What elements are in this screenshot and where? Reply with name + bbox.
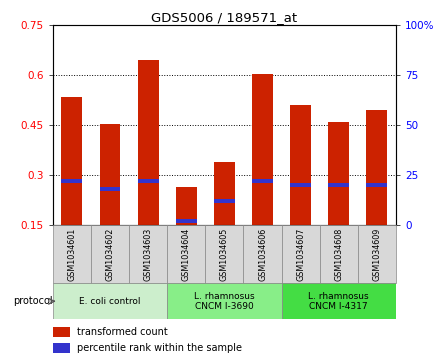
Text: protocol: protocol xyxy=(13,296,53,306)
Text: GSM1034608: GSM1034608 xyxy=(334,228,343,281)
Bar xyxy=(99,187,121,191)
Bar xyxy=(252,74,273,225)
Text: GSM1034609: GSM1034609 xyxy=(372,227,381,281)
Bar xyxy=(328,183,349,187)
Text: GSM1034605: GSM1034605 xyxy=(220,227,229,281)
Text: E. coli control: E. coli control xyxy=(79,297,141,306)
Text: L. rhamnosus
CNCM I-3690: L. rhamnosus CNCM I-3690 xyxy=(194,291,255,311)
FancyBboxPatch shape xyxy=(167,225,205,283)
FancyBboxPatch shape xyxy=(53,225,91,283)
Bar xyxy=(138,179,158,183)
FancyBboxPatch shape xyxy=(282,283,396,319)
Bar xyxy=(62,97,82,225)
Bar xyxy=(176,219,197,223)
Bar xyxy=(328,122,349,225)
FancyBboxPatch shape xyxy=(167,283,282,319)
Bar xyxy=(214,162,235,225)
Bar xyxy=(138,60,158,225)
Bar xyxy=(62,179,82,183)
FancyBboxPatch shape xyxy=(129,225,167,283)
Bar xyxy=(367,183,387,187)
Text: GSM1034602: GSM1034602 xyxy=(106,227,114,281)
FancyBboxPatch shape xyxy=(243,225,282,283)
Bar xyxy=(176,187,197,225)
FancyBboxPatch shape xyxy=(282,225,320,283)
Text: GSM1034607: GSM1034607 xyxy=(296,227,305,281)
Text: GSM1034603: GSM1034603 xyxy=(143,228,153,281)
FancyBboxPatch shape xyxy=(320,225,358,283)
Bar xyxy=(53,343,70,354)
Text: L. rhamnosus
CNCM I-4317: L. rhamnosus CNCM I-4317 xyxy=(308,291,369,311)
Text: percentile rank within the sample: percentile rank within the sample xyxy=(77,343,242,354)
FancyBboxPatch shape xyxy=(91,225,129,283)
Text: GSM1034606: GSM1034606 xyxy=(258,228,267,281)
Title: GDS5006 / 189571_at: GDS5006 / 189571_at xyxy=(151,11,297,24)
Bar xyxy=(290,183,311,187)
Text: GSM1034601: GSM1034601 xyxy=(67,228,77,281)
Bar xyxy=(367,110,387,225)
FancyBboxPatch shape xyxy=(205,225,243,283)
Text: transformed count: transformed count xyxy=(77,327,168,338)
Text: GSM1034604: GSM1034604 xyxy=(182,228,191,281)
Bar xyxy=(252,179,273,183)
Bar xyxy=(53,327,70,338)
Bar xyxy=(99,123,121,225)
FancyBboxPatch shape xyxy=(358,225,396,283)
FancyBboxPatch shape xyxy=(53,283,167,319)
Bar xyxy=(214,199,235,203)
Bar xyxy=(290,105,311,225)
